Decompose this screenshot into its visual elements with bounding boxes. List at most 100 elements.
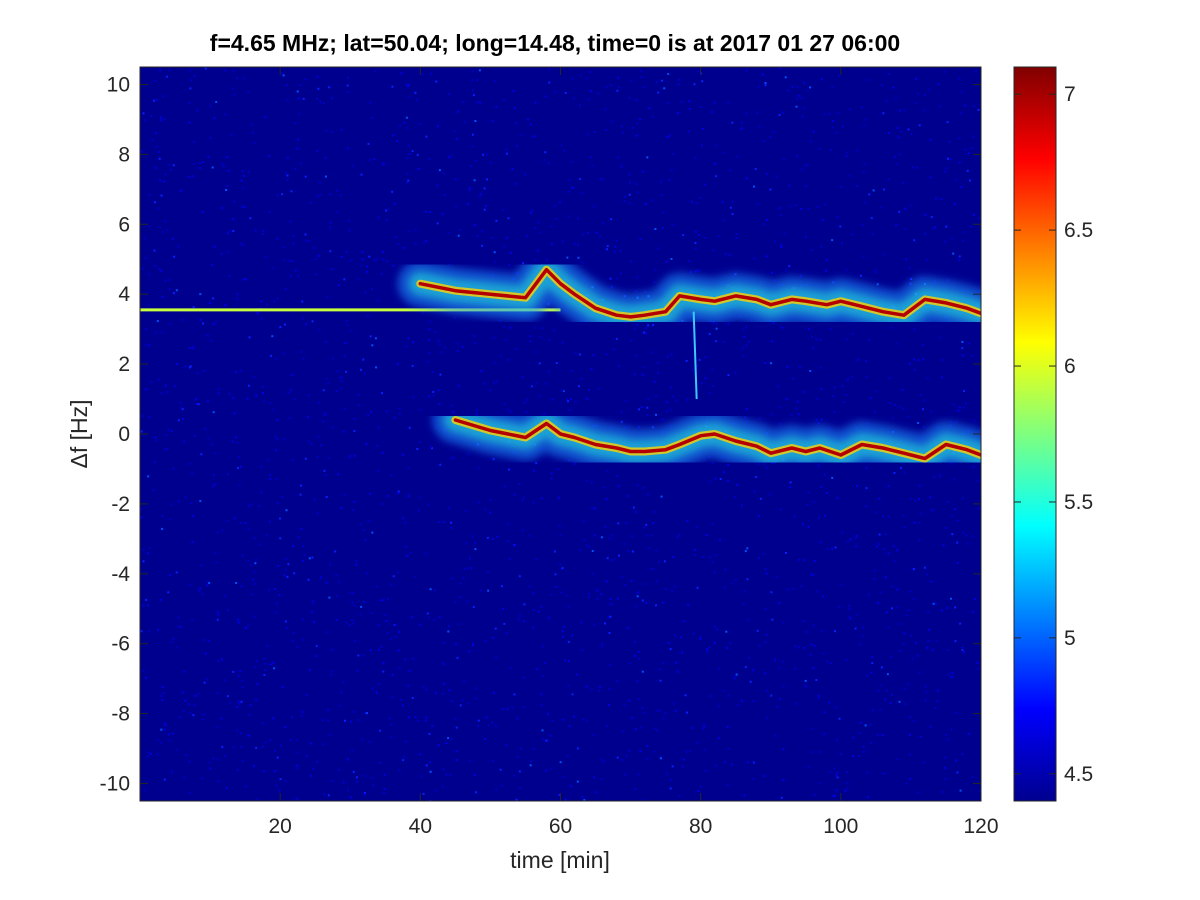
noise-speckle xyxy=(629,260,632,263)
noise-speckle xyxy=(377,426,380,429)
noise-speckle xyxy=(851,375,854,378)
noise-speckle xyxy=(682,620,685,623)
noise-speckle xyxy=(516,756,519,758)
noise-speckle xyxy=(356,669,359,672)
noise-speckle xyxy=(790,414,793,416)
noise-speckle xyxy=(269,663,272,666)
noise-speckle xyxy=(784,76,787,79)
noise-speckle xyxy=(831,86,834,89)
noise-speckle xyxy=(864,118,867,121)
noise-speckle xyxy=(569,398,572,401)
noise-speckle xyxy=(203,713,206,716)
noise-speckle xyxy=(616,756,619,759)
noise-speckle xyxy=(296,751,299,754)
noise-speckle xyxy=(477,501,480,504)
noise-speckle xyxy=(274,435,277,438)
noise-speckle xyxy=(793,515,796,518)
noise-speckle xyxy=(944,240,946,243)
noise-speckle xyxy=(292,234,295,237)
noise-speckle xyxy=(319,193,322,196)
noise-speckle xyxy=(293,398,296,401)
noise-speckle xyxy=(255,746,258,749)
noise-speckle xyxy=(495,219,498,222)
noise-speckle xyxy=(917,422,920,424)
noise-speckle xyxy=(316,760,319,763)
noise-speckle xyxy=(473,334,476,337)
noise-speckle xyxy=(874,269,877,272)
noise-speckle xyxy=(918,522,921,525)
noise-speckle xyxy=(589,71,591,73)
noise-speckle xyxy=(199,318,202,321)
noise-speckle xyxy=(445,742,448,744)
noise-speckle xyxy=(467,702,470,705)
noise-speckle xyxy=(887,485,890,488)
noise-speckle xyxy=(272,661,275,664)
noise-speckle xyxy=(809,370,812,372)
noise-speckle xyxy=(713,641,716,644)
noise-speckle xyxy=(657,247,660,250)
noise-speckle xyxy=(907,683,910,686)
noise-speckle xyxy=(907,415,910,418)
noise-speckle xyxy=(231,87,234,90)
noise-speckle xyxy=(574,352,577,355)
noise-speckle xyxy=(244,785,247,788)
noise-speckle xyxy=(284,726,287,729)
noise-speckle xyxy=(918,671,921,674)
noise-speckle xyxy=(259,543,262,546)
noise-speckle xyxy=(286,174,289,177)
noise-speckle xyxy=(820,78,823,81)
noise-speckle xyxy=(216,618,219,621)
noise-speckle xyxy=(154,436,157,439)
noise-speckle xyxy=(675,399,678,402)
noise-speckle xyxy=(276,419,279,422)
noise-speckle xyxy=(334,550,337,553)
noise-speckle xyxy=(352,622,355,625)
noise-speckle xyxy=(855,545,858,548)
noise-speckle xyxy=(517,618,520,621)
noise-speckle xyxy=(789,205,792,208)
noise-speckle xyxy=(531,209,534,212)
noise-speckle xyxy=(929,138,932,141)
noise-speckle xyxy=(632,126,635,129)
noise-speckle xyxy=(298,536,300,539)
noise-speckle xyxy=(530,123,532,126)
noise-speckle xyxy=(667,642,670,645)
noise-speckle xyxy=(706,648,709,651)
noise-speckle xyxy=(820,245,823,248)
noise-speckle xyxy=(758,644,761,647)
noise-speckle xyxy=(913,568,915,571)
noise-speckle xyxy=(595,791,598,794)
noise-speckle xyxy=(364,774,367,777)
noise-speckle xyxy=(202,322,204,325)
noise-speckle xyxy=(826,548,829,551)
colorbar: 76.565.554.5 xyxy=(1013,66,1093,802)
noise-speckle xyxy=(932,227,935,230)
noise-speckle xyxy=(469,557,471,560)
noise-speckle xyxy=(567,605,570,608)
noise-speckle xyxy=(300,484,302,487)
noise-speckle xyxy=(164,384,167,387)
noise-speckle xyxy=(535,351,537,354)
noise-speckle xyxy=(550,225,553,228)
noise-speckle xyxy=(520,747,522,750)
noise-speckle xyxy=(927,611,930,614)
noise-speckle xyxy=(336,370,339,373)
noise-speckle xyxy=(475,697,478,700)
noise-speckle xyxy=(369,649,372,652)
noise-speckle xyxy=(954,508,957,511)
noise-speckle xyxy=(645,523,648,526)
noise-speckle xyxy=(402,453,405,456)
noise-speckle xyxy=(472,94,475,97)
noise-speckle xyxy=(269,402,272,405)
upper-trace-core xyxy=(418,267,981,319)
noise-speckle xyxy=(329,250,332,253)
noise-speckle xyxy=(555,586,558,588)
noise-speckle xyxy=(973,105,976,108)
noise-speckle xyxy=(338,704,341,707)
noise-speckle xyxy=(432,390,435,393)
noise-speckle xyxy=(276,501,279,504)
noise-speckle xyxy=(648,547,651,550)
noise-speckle xyxy=(463,680,466,683)
noise-speckle xyxy=(402,759,405,762)
colorbar-tick-label: 5 xyxy=(1064,627,1076,650)
